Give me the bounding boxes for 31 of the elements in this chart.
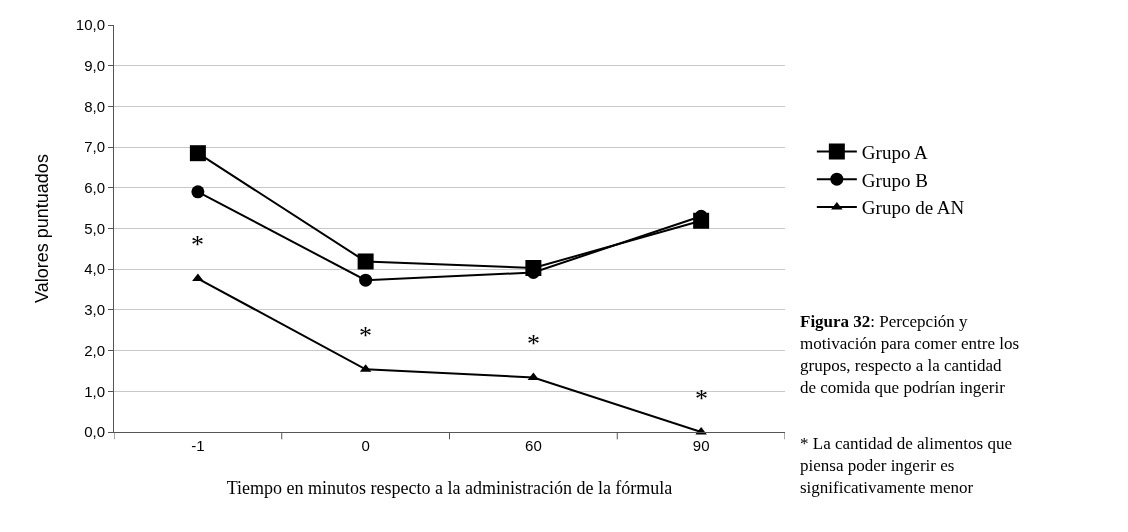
annotation: * xyxy=(191,230,204,259)
y-tick-label: 9,0 xyxy=(84,56,105,74)
y-tick-label: 1,0 xyxy=(84,382,105,400)
y-tick-label: 7,0 xyxy=(84,138,105,156)
annotation: * xyxy=(527,329,540,358)
y-tick-label: 3,0 xyxy=(84,301,105,319)
x-tick-label: 0 xyxy=(361,437,370,454)
point xyxy=(191,185,205,199)
point xyxy=(357,253,374,270)
point xyxy=(189,145,206,162)
y-tick-label: 6,0 xyxy=(84,179,105,197)
legend-label: Grupo B xyxy=(861,169,928,191)
y-tick-label: 2,0 xyxy=(84,341,105,359)
point xyxy=(359,273,373,287)
x-tick-label: 90 xyxy=(692,437,710,454)
x-tick-label: -1 xyxy=(191,437,205,454)
legend-label: Grupo A xyxy=(861,141,929,163)
y-axis-title: Valores puntuados xyxy=(32,154,52,303)
y-tick-label: 0,0 xyxy=(84,423,105,441)
text: * La cantidad de alimentos que piensa poder ingerir es significativamente menor xyxy=(800,434,1012,498)
y-tick-label: 4,0 xyxy=(84,260,105,278)
y-tick-label: 10,0 xyxy=(75,16,105,34)
x-axis-title: Tiempo en minutos respecto a la administración de la fórmula xyxy=(226,478,673,499)
x-tick-label: 60 xyxy=(525,437,542,454)
annotation: * xyxy=(359,321,372,350)
annotation: * xyxy=(695,384,708,413)
y-tick-label: 8,0 xyxy=(84,97,105,115)
point xyxy=(192,273,204,282)
text: Figura 32: Percepción y motivación para comer entre los grupos, respecto a la cantidad de comida que podrían ingerir xyxy=(800,312,1020,398)
legend-label: Grupo de AN xyxy=(861,197,965,219)
y-tick-label: 5,0 xyxy=(84,219,105,237)
